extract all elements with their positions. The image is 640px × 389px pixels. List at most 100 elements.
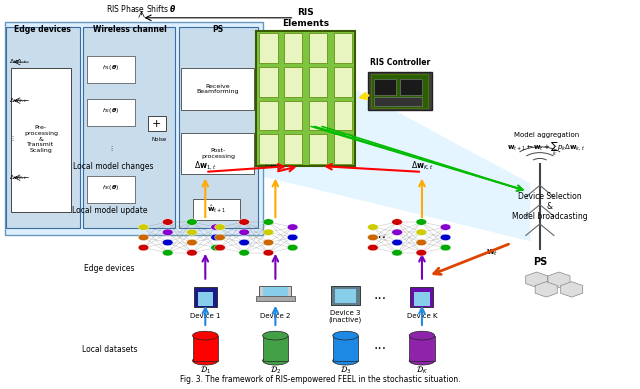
FancyBboxPatch shape [414,293,429,306]
FancyBboxPatch shape [409,336,435,361]
FancyBboxPatch shape [259,33,278,63]
Ellipse shape [262,331,288,340]
Circle shape [211,234,221,241]
Text: Receive
Beamforming: Receive Beamforming [196,84,239,95]
Text: ...: ... [374,338,387,352]
FancyBboxPatch shape [284,33,303,63]
FancyBboxPatch shape [4,22,262,235]
Text: Model aggregation
$\mathbf{w}_{t+1} \leftarrow \mathbf{w}_t + \sum_k p_k \Delta\: Model aggregation $\mathbf{w}_{t+1} \lef… [507,132,586,158]
Circle shape [263,229,274,235]
Text: Pre-
processing
&
Transmit
Scaling: Pre- processing & Transmit Scaling [24,125,58,153]
FancyBboxPatch shape [374,79,396,95]
FancyBboxPatch shape [181,68,254,110]
FancyBboxPatch shape [332,286,360,305]
Text: Device 3
(inactive): Device 3 (inactive) [329,310,362,323]
Ellipse shape [409,356,435,365]
Circle shape [214,234,225,241]
Text: ...: ... [374,226,387,240]
Text: Noise: Noise [151,137,166,142]
Text: +: + [152,119,161,129]
Circle shape [239,239,250,246]
Circle shape [138,244,149,251]
Circle shape [163,249,173,256]
FancyBboxPatch shape [88,56,135,83]
Text: Edge devices: Edge devices [84,264,135,273]
Circle shape [392,219,403,225]
Text: Device Selection
&
Model broadcasting: Device Selection & Model broadcasting [511,192,588,221]
Circle shape [367,224,378,230]
Text: Edge devices: Edge devices [14,25,71,34]
FancyBboxPatch shape [368,72,431,110]
FancyBboxPatch shape [88,176,135,203]
Text: Local datasets: Local datasets [82,345,138,354]
Circle shape [214,224,225,230]
Text: Wireless channel: Wireless channel [93,25,167,34]
Text: $h_K(\boldsymbol{\theta})$: $h_K(\boldsymbol{\theta})$ [102,183,120,192]
Text: RIS Controller: RIS Controller [369,58,430,67]
Circle shape [163,239,173,246]
Circle shape [287,224,298,230]
Circle shape [211,244,221,251]
Text: PS: PS [212,25,223,34]
Text: Device 1: Device 1 [190,314,221,319]
Text: Device 2: Device 2 [260,314,291,319]
FancyBboxPatch shape [309,67,327,97]
Circle shape [392,249,403,256]
Circle shape [416,229,427,235]
FancyBboxPatch shape [399,79,422,95]
Circle shape [239,219,250,225]
Circle shape [211,224,221,230]
FancyBboxPatch shape [11,68,72,212]
Text: $\Delta\mathbf{w}_{1,t}$: $\Delta\mathbf{w}_{1,t}$ [194,160,217,172]
FancyBboxPatch shape [262,336,288,361]
FancyBboxPatch shape [309,101,327,130]
Circle shape [392,239,403,246]
FancyBboxPatch shape [194,287,217,307]
Ellipse shape [409,331,435,340]
FancyBboxPatch shape [88,99,135,126]
Text: Post-
processing: Post- processing [201,148,235,159]
Text: $\Delta w_{1,t}$: $\Delta w_{1,t}$ [9,58,28,66]
FancyBboxPatch shape [148,116,166,131]
Text: RIS
Elements: RIS Elements [282,8,329,28]
FancyBboxPatch shape [193,336,218,361]
Circle shape [263,219,274,225]
Circle shape [416,249,427,256]
Circle shape [416,239,427,246]
FancyBboxPatch shape [193,199,241,220]
Ellipse shape [333,331,358,340]
FancyBboxPatch shape [259,67,278,97]
FancyBboxPatch shape [309,33,327,63]
Circle shape [367,244,378,251]
FancyBboxPatch shape [256,296,294,301]
FancyBboxPatch shape [6,28,80,228]
FancyBboxPatch shape [371,74,428,108]
Circle shape [416,219,427,225]
Circle shape [287,244,298,251]
Text: $\Delta\mathbf{w}_{K,t}$: $\Delta\mathbf{w}_{K,t}$ [410,160,433,172]
FancyBboxPatch shape [410,287,433,307]
Text: Fig. 3. The framework of RIS-empowered FEEL in the stochastic situation.: Fig. 3. The framework of RIS-empowered F… [180,375,460,384]
FancyBboxPatch shape [284,134,303,164]
FancyBboxPatch shape [256,31,355,166]
Circle shape [138,224,149,230]
Text: $\Delta\mathbf{w}_{2,t}$: $\Delta\mathbf{w}_{2,t}$ [264,160,287,172]
Circle shape [239,229,250,235]
Circle shape [163,229,173,235]
Circle shape [440,244,451,251]
Text: $\vdots$: $\vdots$ [108,144,114,153]
Text: $h_1(\boldsymbol{\theta})$: $h_1(\boldsymbol{\theta})$ [102,63,120,72]
FancyBboxPatch shape [374,97,422,107]
Text: $\mathcal{D}_K$: $\mathcal{D}_K$ [416,364,428,376]
Circle shape [187,229,197,235]
FancyBboxPatch shape [309,134,327,164]
FancyBboxPatch shape [259,134,278,164]
FancyBboxPatch shape [284,101,303,130]
FancyBboxPatch shape [333,134,352,164]
Ellipse shape [262,356,288,365]
Circle shape [392,229,403,235]
Polygon shape [244,29,531,241]
Circle shape [263,249,274,256]
FancyBboxPatch shape [179,28,258,228]
FancyBboxPatch shape [259,286,291,297]
